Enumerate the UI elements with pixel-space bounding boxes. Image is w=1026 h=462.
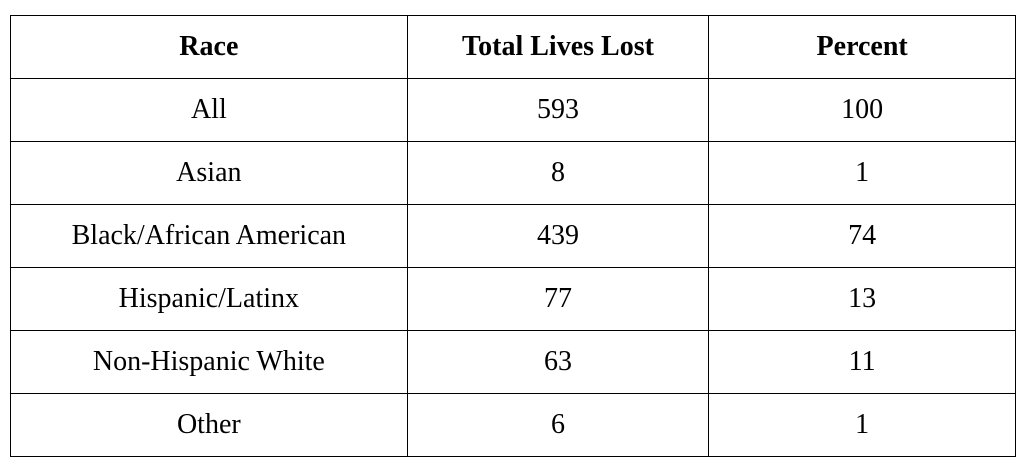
table-cell: 593 bbox=[406, 78, 710, 142]
table-row: Non-Hispanic White 63 11 bbox=[10, 330, 1016, 394]
table-cell: 77 bbox=[406, 267, 710, 331]
column-header: Percent bbox=[708, 15, 1016, 79]
table-row: Asian 8 1 bbox=[10, 141, 1016, 205]
table-cell: 11 bbox=[708, 330, 1016, 394]
table-row: Hispanic/Latinx 77 13 bbox=[10, 267, 1016, 331]
table-cell: All bbox=[10, 78, 408, 142]
table-cell: Asian bbox=[10, 141, 408, 205]
table-row: Black/African American 439 74 bbox=[10, 204, 1016, 268]
column-header: Total Lives Lost bbox=[406, 15, 710, 79]
data-table: Race Total Lives Lost Percent All 593 100 Asi… bbox=[10, 15, 1016, 457]
column-header: Race bbox=[10, 15, 408, 79]
header-row: Race Total Lives Lost Percent bbox=[10, 15, 1016, 79]
table-cell: 8 bbox=[406, 141, 710, 205]
table-cell: Non-Hispanic White bbox=[10, 330, 408, 394]
table-cell: 6 bbox=[406, 393, 710, 457]
table-cell: 439 bbox=[406, 204, 710, 268]
table-body: All 593 100 Asian 8 1 Black/African American 43… bbox=[10, 78, 1016, 457]
table-cell: 74 bbox=[708, 204, 1016, 268]
table-cell: 1 bbox=[708, 393, 1016, 457]
table-cell: 63 bbox=[406, 330, 710, 394]
table-cell: Black/African American bbox=[10, 204, 408, 268]
table-cell: 13 bbox=[708, 267, 1016, 331]
table-cell: Other bbox=[10, 393, 408, 457]
table-row: Other 6 1 bbox=[10, 393, 1016, 457]
table-cell: 100 bbox=[708, 78, 1016, 142]
table-cell: 1 bbox=[708, 141, 1016, 205]
table-cell: Hispanic/Latinx bbox=[10, 267, 408, 331]
table-row: All 593 100 bbox=[10, 78, 1016, 142]
